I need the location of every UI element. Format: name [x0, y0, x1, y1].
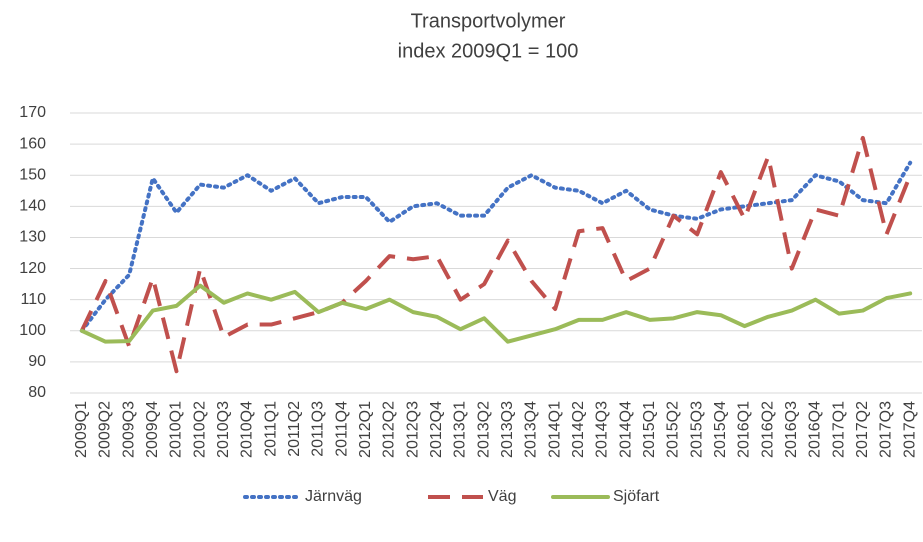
x-tick-label: 2014Q3	[594, 401, 611, 458]
x-tick-label: 2015Q1	[641, 401, 658, 458]
legend-label: Väg	[488, 488, 516, 505]
x-tick-label: 2013Q3	[499, 401, 516, 458]
x-tick-label: 2016Q3	[783, 401, 800, 458]
chart-subtitle: index 2009Q1 = 100	[398, 40, 579, 62]
y-tick-label: 170	[19, 104, 46, 121]
x-tick-label: 2013Q4	[523, 401, 540, 458]
x-tick-label: 2017Q4	[901, 401, 918, 458]
y-tick-label: 90	[28, 353, 46, 370]
x-tick-label: 2009Q4	[144, 401, 161, 458]
x-tick-label: 2010Q3	[215, 401, 232, 458]
x-tick-label: 2010Q2	[191, 401, 208, 458]
x-tick-label: 2009Q2	[97, 401, 114, 458]
x-tick-label: 2015Q3	[688, 401, 705, 458]
x-tick-label: 2016Q2	[759, 401, 776, 458]
legend-label: Järnväg	[305, 488, 362, 505]
x-tick-label: 2017Q3	[878, 401, 895, 458]
x-tick-label: 2012Q1	[357, 401, 374, 458]
series-line	[79, 283, 913, 344]
x-tick-label: 2016Q4	[807, 401, 824, 458]
x-tick-label: 2014Q2	[570, 401, 587, 458]
x-tick-label: 2012Q2	[381, 401, 398, 458]
y-tick-label: 140	[19, 198, 46, 215]
x-tick-label: 2017Q1	[830, 401, 847, 458]
x-tick-label: 2013Q1	[452, 401, 469, 458]
x-tick-label: 2017Q2	[854, 401, 871, 458]
y-tick-label: 120	[19, 260, 46, 277]
y-tick-label: 160	[19, 135, 46, 152]
series-line	[80, 135, 913, 374]
x-tick-label: 2015Q2	[665, 401, 682, 458]
x-tick-label: 2011Q1	[262, 401, 279, 457]
y-tick-label: 80	[28, 384, 46, 401]
series-line	[79, 160, 913, 333]
x-tick-label: 2015Q4	[712, 401, 729, 458]
y-tick-label: 110	[20, 291, 46, 308]
x-tick-label: 2011Q2	[286, 401, 303, 457]
legend-label: Sjöfart	[613, 488, 660, 505]
x-tick-label: 2010Q1	[168, 401, 185, 458]
x-tick-label: 2012Q3	[404, 401, 421, 458]
y-tick-label: 100	[19, 322, 46, 339]
chart-title: Transportvolymer	[411, 10, 566, 32]
x-tick-label: 2011Q3	[310, 401, 327, 457]
x-tick-label: 2014Q1	[546, 401, 563, 458]
x-tick-label: 2011Q4	[333, 401, 350, 457]
x-tick-label: 2014Q4	[617, 401, 634, 458]
x-tick-label: 2009Q1	[73, 401, 90, 458]
x-tick-label: 2012Q4	[428, 401, 445, 458]
x-tick-label: 2010Q4	[239, 401, 256, 458]
x-tick-label: 2016Q1	[736, 401, 753, 458]
x-tick-label: 2013Q2	[475, 401, 492, 458]
x-tick-label: 2009Q3	[120, 401, 137, 458]
y-tick-label: 130	[19, 229, 46, 246]
y-tick-label: 150	[19, 166, 46, 183]
